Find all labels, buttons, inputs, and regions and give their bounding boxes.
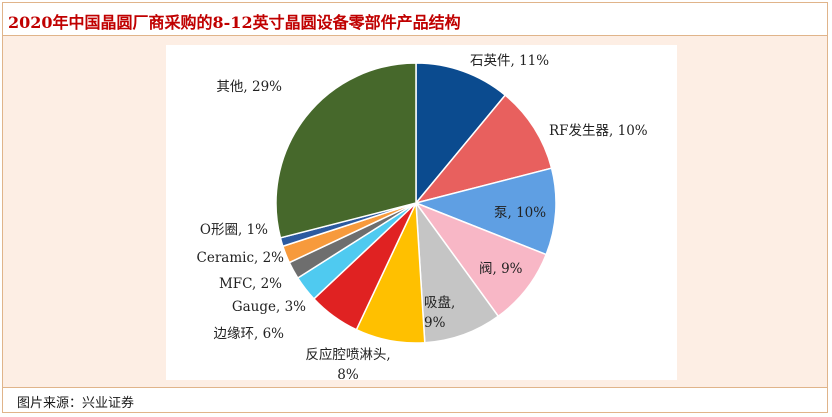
pie-slice-2 <box>413 94 553 205</box>
slice-label-8: Gauge, 3% <box>232 299 306 315</box>
chart-area: 石英件, 11% RF发生器, 10% 泵, 10% 阀, 9% 吸盘, 9% 反应腔喷淋头… <box>166 45 677 380</box>
slice-label-11: O形圈, 1% <box>200 222 268 238</box>
pie-slice-4 <box>413 201 548 318</box>
slice-label-5: 吸盘, 9% <box>424 294 455 331</box>
slice-label-4: 阀, 9% <box>479 261 523 277</box>
pie-chart: 石英件, 11% RF发生器, 10% 泵, 10% 阀, 9% 吸盘, 9% 反应腔喷淋头… <box>197 52 648 380</box>
slice-label-9: MFC, 2% <box>219 276 282 292</box>
pie-labels: 石英件, 11% RF发生器, 10% 泵, 10% 阀, 9% 吸盘, 9% 反应腔喷淋头… <box>197 52 648 380</box>
slice-label-1: 石英件, 11% <box>470 52 549 69</box>
slice-label-12: 其他, 29% <box>216 79 282 95</box>
figure-frame: 2020年中国晶圆厂商采购的8-12英寸晶圆设备零部件产品结构 石英件, 11%… <box>2 2 828 413</box>
pie-slice-1 <box>415 62 507 206</box>
pie-slice-5 <box>415 200 500 344</box>
pie-slices <box>275 62 557 344</box>
slice-label-2: RF发生器, 10% <box>549 123 648 139</box>
pie-slice-12 <box>275 62 417 239</box>
slice-label-10: Ceramic, 2% <box>197 250 285 266</box>
slice-label-3: 泵, 10% <box>494 205 546 221</box>
source-note: 图片来源：兴业证券 <box>17 396 135 411</box>
chart-title: 2020年中国晶圆厂商采购的8-12英寸晶圆设备零部件产品结构 <box>8 13 461 32</box>
pie-slice-3 <box>413 167 557 256</box>
slice-label-7: 边缘环, 6% <box>214 326 285 342</box>
slice-label-6: 反应腔喷淋头, 8% <box>305 346 390 380</box>
footer-bar: 图片来源：兴业证券 <box>3 387 827 412</box>
title-bar: 2020年中国晶圆厂商采购的8-12英寸晶圆设备零部件产品结构 <box>3 3 827 36</box>
